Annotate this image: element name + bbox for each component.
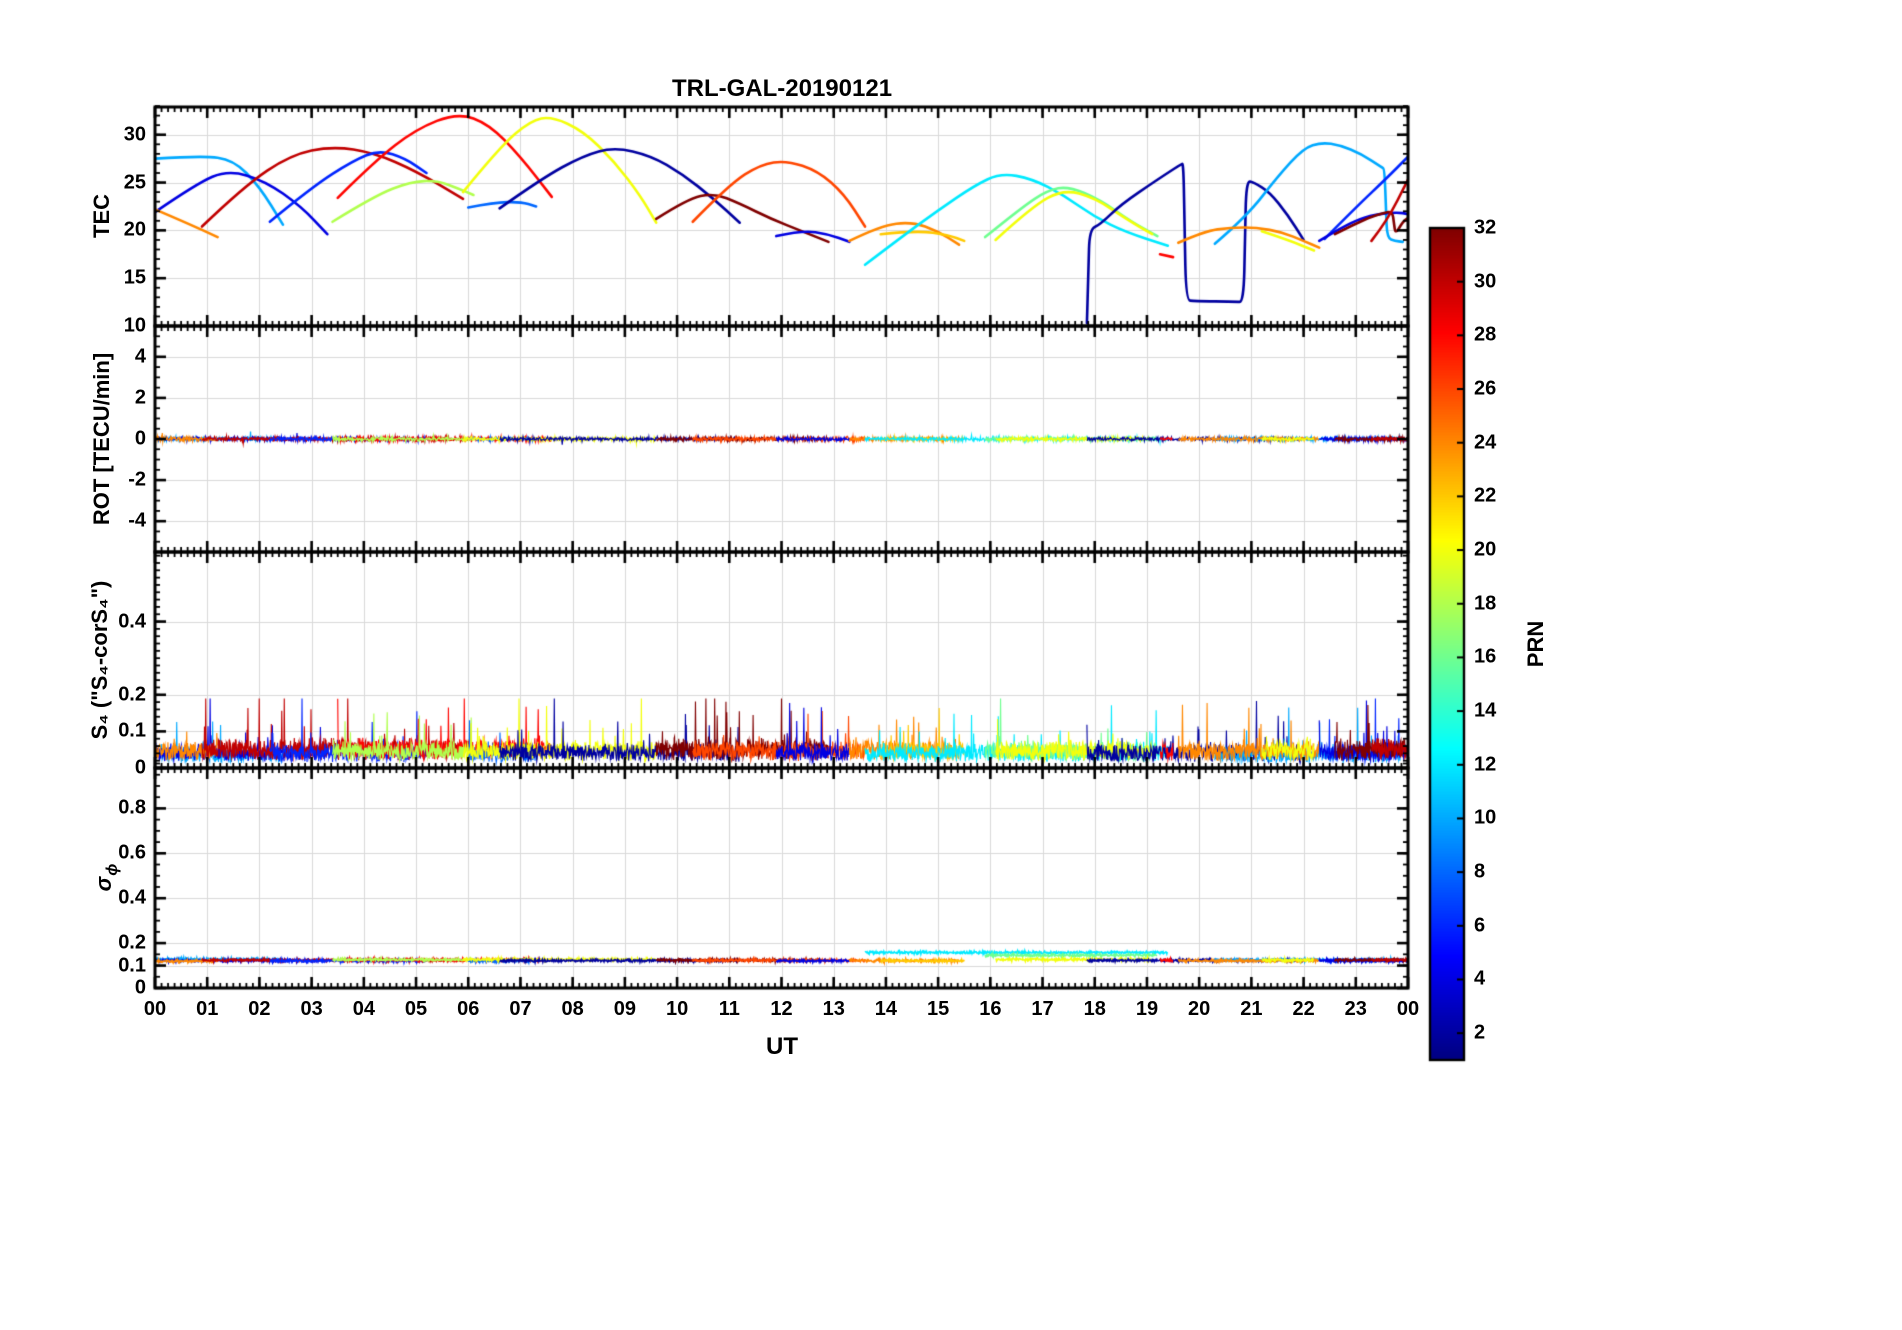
colorbar-tick-label: 4 <box>1474 967 1486 990</box>
y-tick-label-s4: 0.2 <box>118 683 146 706</box>
x-tick-label: 13 <box>822 998 845 1020</box>
colorbar-tick-label: 26 <box>1474 377 1497 400</box>
y-tick-label-tec: 20 <box>123 218 146 241</box>
colorbar-tick-label: 18 <box>1474 592 1497 615</box>
x-tick-label: 09 <box>613 998 636 1020</box>
y-tick-label-sigma_phi: 0.1 <box>118 954 146 977</box>
x-tick-label: 18 <box>1083 998 1106 1020</box>
x-tick-label: 05 <box>404 998 428 1020</box>
colorbar-tick-label: 10 <box>1474 806 1497 829</box>
y-tick-label-rot: -4 <box>128 509 146 532</box>
y-tick-label-rot: 2 <box>134 386 146 409</box>
x-tick-label: 06 <box>457 998 480 1020</box>
x-tick-label: 23 <box>1344 998 1367 1020</box>
y-tick-label-s4: 0 <box>134 756 146 779</box>
x-tick-label: 03 <box>300 998 323 1020</box>
y-tick-label-tec: 25 <box>123 171 146 194</box>
y-tick-label-tec: 10 <box>123 314 146 337</box>
x-tick-label: 00 <box>143 998 167 1020</box>
sigma-symbol: σ <box>91 876 116 892</box>
x-tick-label: 17 <box>1031 998 1054 1020</box>
x-tick-label: 02 <box>248 998 271 1020</box>
colorbar-tick-label: 28 <box>1474 323 1497 346</box>
tec-axis-label: TEC <box>89 194 114 238</box>
y-tick-label-sigma_phi: 0.8 <box>118 796 146 819</box>
y-tick-label-tec: 15 <box>123 266 146 289</box>
x-tick-label: 00 <box>1396 998 1420 1020</box>
y-tick-label-s4: 0.4 <box>118 610 146 633</box>
rot-axis-label: ROT [TECU/min] <box>89 352 114 526</box>
x-tick-label: 01 <box>196 998 219 1020</box>
x-tick-label: 20 <box>1188 998 1211 1020</box>
figure-title: TRL-GAL-20190121 <box>671 75 893 102</box>
colorbar-tick-label: 16 <box>1474 645 1497 668</box>
y-tick-label-sigma_phi: 0.2 <box>118 931 146 954</box>
y-tick-label-sigma_phi: 0.6 <box>118 841 146 864</box>
s4-axis-label: S₄ ("S₄-corS₄") <box>87 580 112 740</box>
colorbar-tick-label: 6 <box>1474 914 1486 937</box>
x-tick-label: 19 <box>1135 998 1159 1020</box>
colorbar-label: PRN <box>1523 620 1548 668</box>
colorbar-tick-label: 30 <box>1474 270 1497 293</box>
y-tick-label-rot: -2 <box>128 468 146 491</box>
x-tick-label: 21 <box>1240 998 1263 1020</box>
colorbar-tick-label: 2 <box>1474 1021 1486 1044</box>
x-tick-label: 22 <box>1292 998 1315 1020</box>
colorbar-tick-label: 32 <box>1474 216 1497 239</box>
y-tick-label-s4: 0.1 <box>118 719 146 742</box>
colorbar-tick-label: 22 <box>1474 484 1497 507</box>
colorbar-tick-label: 24 <box>1474 431 1497 454</box>
colorbar-tick-label: 20 <box>1474 538 1497 561</box>
phi-subscript: ϕ <box>104 863 121 876</box>
x-tick-label: 15 <box>927 998 950 1020</box>
x-tick-label: 10 <box>665 998 689 1020</box>
y-tick-label-tec: 30 <box>123 123 146 146</box>
x-tick-label: 04 <box>352 998 375 1020</box>
x-axis-label: UT <box>766 1033 798 1060</box>
y-tick-label-rot: 4 <box>134 345 146 368</box>
colorbar-tick-label: 14 <box>1474 699 1497 722</box>
x-tick-label: 12 <box>770 998 793 1020</box>
sigma-phi-axis-label: σϕ <box>91 864 121 892</box>
y-tick-label-sigma_phi: 0 <box>134 976 146 999</box>
x-tick-label: 11 <box>718 998 740 1020</box>
y-tick-label-rot: 0 <box>134 427 146 450</box>
x-tick-label: 07 <box>509 998 532 1020</box>
y-tick-label-sigma_phi: 0.4 <box>118 886 146 909</box>
colorbar-tick-label: 12 <box>1474 753 1497 776</box>
x-tick-label: 16 <box>979 998 1002 1020</box>
colorbar-tick-label: 8 <box>1474 860 1486 883</box>
x-tick-label: 14 <box>874 998 898 1020</box>
x-tick-label: 08 <box>561 998 584 1020</box>
